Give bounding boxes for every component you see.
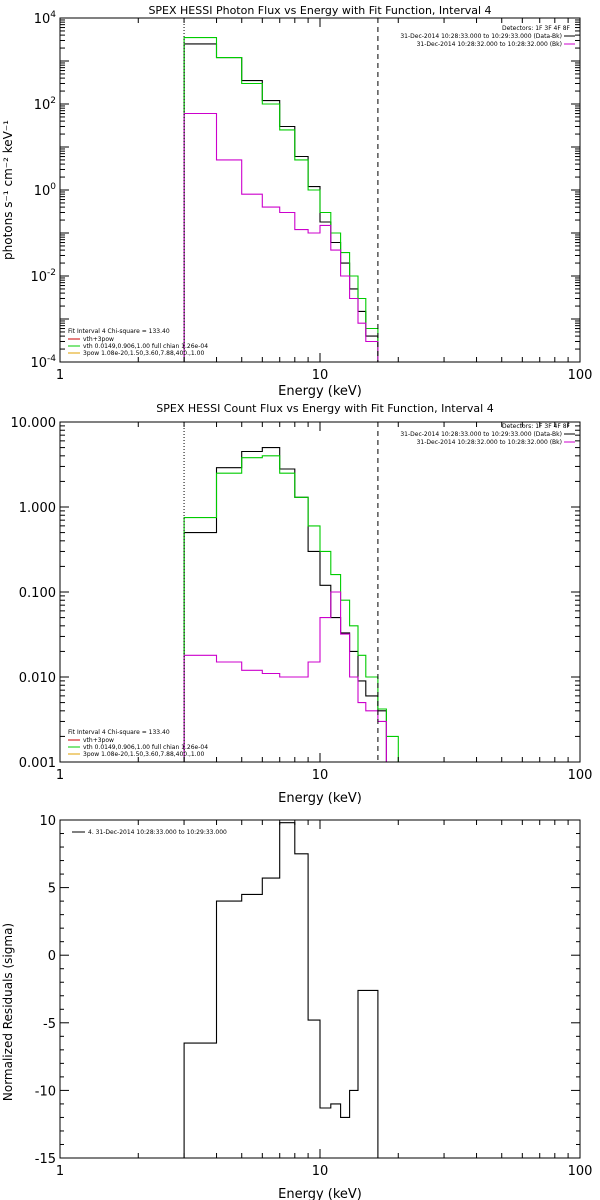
y-tick-label-10.000: 10.000 xyxy=(11,416,57,431)
y-tick-label-0.100: 0.100 xyxy=(19,586,56,601)
plot-frame xyxy=(59,421,581,763)
photon-flux-title: SPEX HESSI Photon Flux vs Energy with Fi… xyxy=(148,4,491,17)
x-tick-label-10: 10 xyxy=(312,368,329,383)
residuals-ylabel: Normalized Residuals (sigma) xyxy=(1,923,15,1101)
x-tick-label-1: 1 xyxy=(56,1164,64,1179)
y-tick-label: 102 xyxy=(34,96,56,113)
photon-legend-entry-data-bk: 31-Dec-2014 10:28:33.000 to 10:29:33.000… xyxy=(400,33,562,40)
series-line-0 xyxy=(183,447,399,762)
y-tick-label--5: -5 xyxy=(43,1017,56,1032)
count-flux-panel: SPEX HESSI Count Flux vs Energy with Fit… xyxy=(11,402,593,806)
y-tick-label--15: -15 xyxy=(35,1152,56,1167)
photon-fit-entry-vth3pow: vth+3pow xyxy=(83,336,114,343)
residuals-panel: Normalized Residuals (sigma) Energy (keV… xyxy=(1,814,592,1200)
count-flux-xlabel: Energy (keV) xyxy=(278,791,362,806)
y-tick-label-1.000: 1.000 xyxy=(19,501,56,516)
series-line-2 xyxy=(183,112,399,362)
photon-fit-entry-vth: vth 0.0149,0.906,1.00 full chian 1.26e-0… xyxy=(83,343,208,350)
photon-fit-entry-3pow: 3pow 1.08e-20,1.50,3.60,7.88,400.,1.00 xyxy=(83,350,204,357)
series-group xyxy=(183,447,399,762)
photon-flux-xlabel: Energy (keV) xyxy=(278,384,362,399)
photon-legend-entry-bk: 31-Dec-2014 10:28:32.000 to 10:28:32.000… xyxy=(417,41,562,48)
x-tick-label-100: 100 xyxy=(568,1164,593,1179)
y-tick-label-0: 0 xyxy=(48,949,56,964)
y-tick-label-10: 10 xyxy=(39,814,56,829)
y-tick-label-0.010: 0.010 xyxy=(19,671,56,686)
series-line-1 xyxy=(183,37,399,362)
x-tick-label-1: 1 xyxy=(56,768,64,783)
y-tick-label-5: 5 xyxy=(48,882,56,897)
x-tick-label-10: 10 xyxy=(312,768,329,783)
y-tick-label--10: -10 xyxy=(35,1084,56,1099)
x-tick-label-100: 100 xyxy=(568,368,593,383)
series-line-0 xyxy=(183,822,379,1158)
x-tick-label-100: 100 xyxy=(568,768,593,783)
series-line-1 xyxy=(183,455,399,762)
photon-flux-ylabel: photons s⁻¹ cm⁻² keV⁻¹ xyxy=(1,120,15,260)
y-tick-label: 10-2 xyxy=(30,268,56,285)
photon-flux-panel: SPEX HESSI Photon Flux vs Energy with Fi… xyxy=(1,4,592,399)
y-tick-label-0.001: 0.001 xyxy=(19,756,56,771)
photon-legend-header: Detectors: 1F 3F 4F 8F xyxy=(502,25,571,32)
count-legend-entry-data-bk: 31-Dec-2014 10:28:33.000 to 10:29:33.000… xyxy=(400,431,562,438)
residuals-xlabel: Energy (keV) xyxy=(278,1187,362,1200)
series-line-2 xyxy=(183,591,399,762)
count-fit-entry-3pow: 3pow 1.08e-20,1.50,3.60,7.88,400.,1.00 xyxy=(83,751,204,758)
x-tick-label-10: 10 xyxy=(312,1164,329,1179)
count-fit-entry-vth3pow: vth+3pow xyxy=(83,737,114,744)
y-tick-label: 10-4 xyxy=(30,354,56,371)
count-legend-header: Detectors: 1F 3F 4F 8F xyxy=(502,423,571,430)
count-fit-entry-vth: vth 0.0149,0.906,1.00 full chian 1.26e-0… xyxy=(83,744,208,751)
photon-fit-header: Fit Interval 4 Chi-square = 133.40 xyxy=(68,328,170,335)
y-tick-label: 104 xyxy=(34,10,57,27)
y-tick-label: 100 xyxy=(34,182,57,199)
count-flux-title: SPEX HESSI Count Flux vs Energy with Fit… xyxy=(156,402,493,415)
series-group xyxy=(183,822,379,1158)
count-legend-entry-bk: 31-Dec-2014 10:28:32.000 to 10:28:32.000… xyxy=(417,439,562,446)
series-group xyxy=(183,37,399,362)
count-fit-header: Fit Interval 4 Chi-square = 133.40 xyxy=(68,729,170,736)
residuals-legend-entry: 4. 31-Dec-2014 10:28:33.000 to 10:29:33.… xyxy=(88,829,227,836)
x-tick-label-1: 1 xyxy=(56,368,64,383)
